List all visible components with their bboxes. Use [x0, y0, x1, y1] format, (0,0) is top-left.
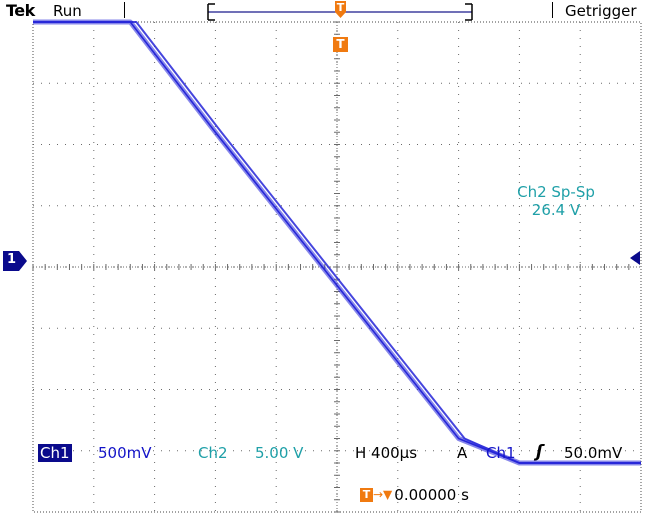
trigger-source: Ch1 [486, 444, 516, 462]
measurement-name: Ch2 Sp-Sp [517, 183, 595, 201]
trigger-position-icon: T [334, 1, 347, 18]
trigger-level: 50.0mV [564, 444, 623, 462]
trigger-position-readout: T →▼ 0.00000 s [360, 484, 469, 504]
ch1-label: Ch1 [38, 444, 72, 462]
waveform-line [33, 21, 641, 464]
trigger-time-marker-icon: T [333, 37, 348, 52]
horizontal-scale: H 400µs [355, 444, 418, 462]
trigger-position-time: 0.00000 s [394, 485, 469, 504]
measurement-value: 26.4 V [531, 201, 581, 219]
header-divider [124, 2, 125, 18]
trigger-level-marker-icon [630, 250, 640, 265]
trigger-position-label: T [336, 1, 345, 14]
trigger-time-marker-label: T [336, 37, 345, 51]
ch2-label: Ch2 [198, 444, 228, 462]
ch1-waveform [33, 19, 641, 466]
trigger-slope-icon: ʃ [536, 442, 544, 462]
ch1-ground-marker: 1 [3, 251, 27, 271]
graticule [32, 21, 642, 513]
trigger-icon: T [360, 487, 373, 502]
trigger-mode: A [457, 444, 468, 462]
header-divider [552, 2, 553, 18]
ch1-scale: 500mV [98, 444, 152, 462]
trigger-status: Getrigger [565, 2, 637, 20]
acquisition-status: Run [53, 2, 82, 20]
measurement-readout: Ch2 Sp-Sp 26.4 V [508, 183, 604, 219]
ch1-ground-label: 1 [6, 252, 17, 267]
brand-logo: Tek [6, 1, 35, 20]
trigger-arrow-icon: →▼ [373, 487, 393, 502]
ch2-scale: 5.00 V [255, 444, 304, 462]
